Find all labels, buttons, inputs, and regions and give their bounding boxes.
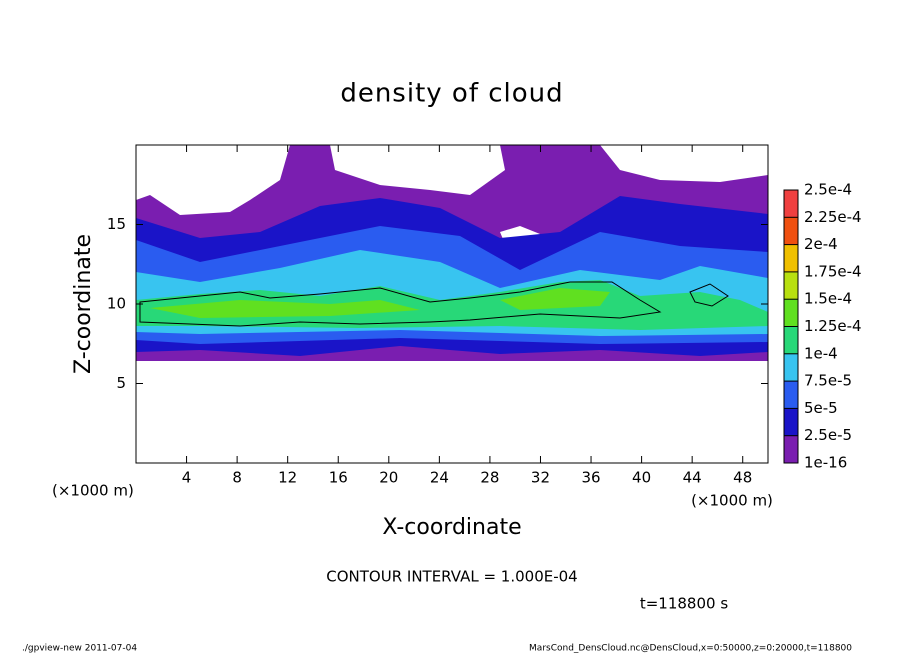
colorbar-label: 1.75e-4 — [804, 262, 862, 280]
field — [136, 145, 768, 361]
colorbar-label: 7.5e-5 — [804, 372, 852, 390]
x-unit: (×1000 m) — [691, 492, 773, 510]
footer-left: ./gpview-new 2011-07-04 — [22, 644, 137, 654]
colorbar-label: 5e-5 — [804, 399, 838, 417]
colorbar-band — [784, 326, 798, 354]
y-unit: (×1000 m) — [52, 482, 134, 500]
colorbar-label: 2.5e-4 — [804, 181, 852, 199]
colorbar-label: 1.25e-4 — [804, 317, 862, 335]
colorbar-label: 1e-16 — [804, 454, 847, 472]
contour-interval: CONTOUR INTERVAL = 1.000E-04 — [326, 568, 577, 586]
chart-title: density of cloud — [340, 79, 563, 109]
y-tick-label: 5 — [116, 374, 126, 392]
colorbar-label: 1e-4 — [804, 344, 838, 362]
colorbar-label: 1.5e-4 — [804, 290, 852, 308]
x-tick-label: 4 — [182, 469, 192, 487]
x-axis-label: X-coordinate — [382, 515, 521, 540]
colorbar-band — [784, 190, 798, 218]
colorbar-label: 2e-4 — [804, 235, 838, 253]
colorbar-band — [784, 244, 798, 272]
colorbar-band — [784, 271, 798, 300]
footer-right: MarsCond_DensCloud.nc@DensCloud,x=0:5000… — [529, 644, 852, 654]
x-tick-label: 8 — [232, 469, 242, 487]
y-axis-label: Z-coordinate — [71, 234, 96, 374]
colorbar-label: 2.5e-5 — [804, 426, 852, 444]
colorbar-band — [784, 353, 798, 382]
colorbar-band — [784, 299, 798, 327]
x-tick-label: 44 — [683, 469, 702, 487]
x-tick-label: 20 — [379, 469, 398, 487]
time-label: t=118800 s — [640, 595, 728, 613]
colorbar-band — [784, 435, 798, 463]
colorbar-label: 2.25e-4 — [804, 208, 862, 226]
x-tick-label: 36 — [581, 469, 600, 487]
colorbar-band — [784, 381, 798, 409]
x-tick-label: 48 — [733, 469, 752, 487]
y-tick-label: 10 — [107, 295, 126, 313]
colorbar-band — [784, 217, 798, 245]
x-tick-label: 16 — [329, 469, 348, 487]
x-tick-label: 12 — [278, 469, 297, 487]
x-tick-label: 40 — [632, 469, 651, 487]
x-tick-label: 24 — [430, 469, 449, 487]
x-tick-label: 32 — [531, 469, 550, 487]
colorbar-band — [784, 408, 798, 436]
x-tick-label: 28 — [480, 469, 499, 487]
y-tick-label: 15 — [107, 215, 126, 233]
